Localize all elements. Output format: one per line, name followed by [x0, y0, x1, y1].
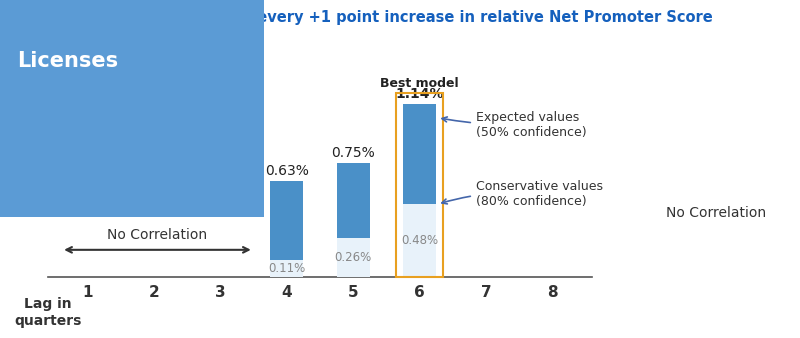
- Bar: [337, 163, 370, 238]
- Text: 0.26%: 0.26%: [334, 251, 372, 264]
- Text: Licenses: Licenses: [18, 51, 118, 71]
- Text: Expected values
(50% confidence): Expected values (50% confidence): [442, 111, 586, 139]
- Bar: [270, 182, 303, 261]
- Bar: [337, 238, 370, 277]
- Text: No Correlation: No Correlation: [666, 206, 766, 220]
- Text: Lag in
quarters: Lag in quarters: [14, 297, 82, 328]
- Text: 0.11%: 0.11%: [268, 262, 306, 275]
- Text: 0.75%: 0.75%: [331, 146, 375, 160]
- Text: 0.63%: 0.63%: [265, 165, 309, 178]
- Text: No Correlation: No Correlation: [107, 228, 207, 242]
- Bar: [403, 104, 436, 204]
- Bar: [403, 204, 436, 277]
- Text: 1.14%: 1.14%: [395, 87, 444, 101]
- Text: % Change in revenue for every +1 point increase in relative Net Promoter Score: % Change in revenue for every +1 point i…: [48, 10, 713, 25]
- Text: 0.48%: 0.48%: [401, 234, 438, 247]
- Bar: [270, 261, 303, 277]
- Text: Best model: Best model: [380, 77, 459, 90]
- Text: Conservative values
(80% confidence): Conservative values (80% confidence): [442, 179, 603, 208]
